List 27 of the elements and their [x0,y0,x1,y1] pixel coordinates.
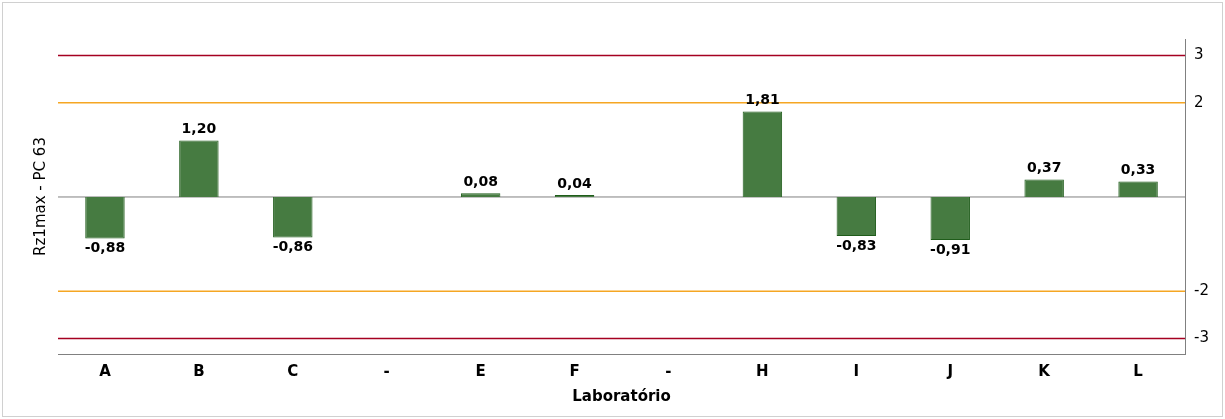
x-tick-label: H [756,361,769,380]
data-label: 0,08 [463,172,498,189]
x-tick-label: - [665,361,672,380]
x-tick-label: K [1038,361,1052,380]
y-axis-title: Rz1max - PC 63 [30,137,49,256]
x-tick-label: L [1133,361,1144,380]
data-label: -0,86 [272,238,313,255]
y-tick-label: -3 [1194,328,1210,347]
x-tick-label: C [287,361,299,380]
data-label: -0,91 [930,240,971,257]
x-tick-label: - [383,361,390,380]
x-tick-label: B [193,361,205,380]
data-label: -0,83 [836,236,877,253]
x-tick-label: I [853,361,860,380]
x-tick-label: F [569,361,580,380]
y-tick-label: 2 [1194,92,1204,111]
y-tick-label: 3 [1194,45,1204,64]
x-tick-label: J [946,361,954,380]
y-tick-label: -2 [1194,281,1210,300]
x-tick-label: E [475,361,486,380]
data-label: 0,37 [1026,159,1062,176]
data-label: 0,04 [557,174,593,191]
data-label: 0,33 [1120,161,1156,178]
x-axis-title: Laboratório [572,386,671,405]
x-tick-label: A [99,361,112,380]
data-label: 1,20 [181,120,217,137]
data-label: -0,88 [84,239,126,256]
